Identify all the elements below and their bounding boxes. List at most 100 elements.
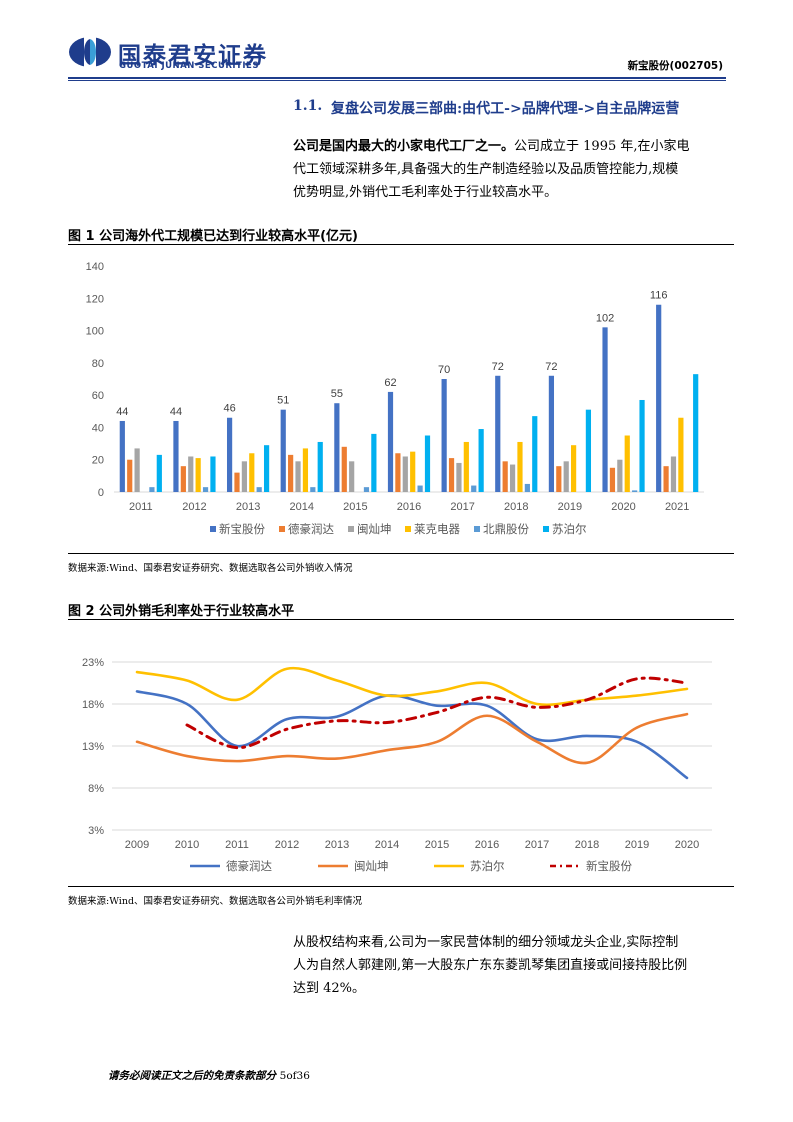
bar-2 (502, 461, 508, 492)
series-line-4 (185, 676, 689, 750)
y-tick-label: 80 (92, 358, 104, 370)
bar-4 (624, 435, 630, 492)
y-tick-label: 60 (92, 390, 104, 402)
stock-label: 新宝股份(002705) (627, 60, 723, 72)
bar-4 (571, 445, 577, 492)
legend-swatch-5 (474, 526, 480, 532)
y-tick-label: 0 (98, 487, 104, 499)
bar-5 (632, 490, 638, 492)
bar-6 (317, 441, 323, 492)
legend-swatch-3 (348, 526, 354, 532)
figure1-title: 图 1 公司海外代工规模已达到行业较高水平(亿元) (68, 229, 358, 244)
y-tick-label: 18% (82, 699, 104, 711)
figure1-bottom-rule (68, 553, 734, 554)
bar-2 (180, 466, 186, 492)
bar-5 (363, 487, 370, 492)
intro-paragraph: 公司是国内最大的小家电代工厂之一。公司成立于 1995 年,在小家电 代工领域深… (293, 135, 733, 204)
legend-label: 闽灿坤 (354, 859, 389, 873)
x-tick-label: 2015 (343, 501, 367, 513)
ownership-paragraph: 从股权结构来看,公司为一家民营体制的细分领域龙头企业,实际控制 人为自然人郭建刚… (293, 931, 733, 1000)
legend-label: 闽灿坤 (357, 522, 392, 536)
bar-4 (463, 441, 469, 492)
bar-3 (295, 461, 301, 492)
x-tick-label: 2014 (375, 839, 399, 851)
intro-line1: 公司成立于 1995 年,在小家电 (514, 139, 690, 154)
bar-2 (609, 467, 616, 492)
bar-1 (495, 375, 501, 492)
ownership-line3: 达到 42%。 (293, 981, 366, 996)
bar-2 (341, 446, 347, 492)
legend-label: 德豪润达 (226, 859, 272, 873)
x-tick-label: 2010 (175, 839, 199, 851)
header-rule-thin (68, 80, 726, 81)
bar-6 (532, 416, 538, 492)
bar-2 (127, 459, 133, 492)
legend-swatch-2 (279, 526, 285, 532)
bar-5 (256, 487, 262, 492)
x-tick-label: 2016 (397, 501, 421, 513)
legend-label: 苏泊尔 (552, 522, 587, 536)
x-tick-label: 2012 (275, 839, 299, 851)
ownership-line1: 从股权结构来看,公司为一家民营体制的细分领域龙头企业,实际控制 (293, 935, 679, 950)
data-label: 70 (438, 364, 450, 376)
bar-1 (441, 379, 447, 492)
data-label: 44 (116, 406, 128, 418)
data-label: 51 (277, 395, 289, 407)
bar-6 (263, 445, 270, 492)
bar-2 (288, 454, 294, 492)
data-label: 72 (492, 361, 504, 373)
bar-6 (585, 409, 592, 492)
y-tick-label: 140 (86, 261, 104, 273)
x-tick-label: 2013 (325, 839, 349, 851)
logo-english-name: GUOTAI JUNAN SECURITIES (119, 61, 259, 71)
bar-3 (509, 464, 516, 492)
bar-2 (395, 453, 401, 492)
x-tick-label: 2014 (289, 501, 313, 513)
bar-6 (639, 399, 645, 492)
legend-label: 莱克电器 (414, 523, 460, 536)
bar-6 (478, 429, 484, 492)
x-tick-label: 2016 (475, 839, 499, 851)
figure1-title-rule (68, 244, 734, 245)
legend-label: 德豪润达 (288, 522, 334, 536)
bar-3 (617, 459, 623, 492)
bar-3 (134, 448, 140, 492)
data-label: 62 (384, 377, 396, 389)
bar-1 (226, 417, 233, 492)
bar-1 (334, 403, 340, 492)
bar-6 (156, 454, 162, 492)
data-label: 116 (650, 290, 668, 302)
bar-5 (310, 487, 316, 492)
bar-1 (280, 409, 286, 492)
data-label: 44 (170, 406, 182, 418)
bar-4 (678, 417, 684, 492)
x-tick-label: 2015 (425, 839, 449, 851)
bar-6 (210, 456, 216, 492)
bar-4 (302, 448, 309, 492)
legend-swatch-4 (405, 526, 411, 532)
bar-3 (402, 456, 408, 492)
legend-label: 北鼎股份 (483, 523, 529, 536)
bar-1 (387, 391, 394, 492)
header: 国泰君安证券 GUOTAI JUNAN SECURITIES 新宝股份(0027… (0, 0, 793, 80)
bar-3 (670, 456, 677, 492)
bar-1 (548, 375, 555, 492)
bar-2 (448, 458, 455, 492)
bar-5 (471, 485, 477, 492)
ownership-line2: 人为自然人郭建刚,第一大股东广东东菱凯琴集团直接或间接持股比例 (293, 958, 688, 973)
data-label: 102 (596, 312, 614, 324)
bar-4 (249, 453, 255, 492)
y-tick-label: 20 (92, 455, 104, 467)
intro-lead-sentence: 公司是国内最大的小家电代工厂之一。 (293, 139, 515, 154)
bar-3 (241, 461, 247, 492)
bar-6 (693, 374, 699, 492)
page-number: 5of36 (279, 1070, 310, 1082)
legend-label: 新宝股份 (219, 522, 265, 536)
bar-2 (556, 466, 562, 492)
x-tick-label: 2018 (575, 839, 599, 851)
bar-4 (517, 441, 523, 492)
bar-3 (563, 461, 569, 492)
bar-5 (202, 487, 209, 492)
guotai-junan-logo-icon (69, 37, 111, 67)
figure2-title: 图 2 公司外销毛利率处于行业较高水平 (68, 604, 295, 619)
